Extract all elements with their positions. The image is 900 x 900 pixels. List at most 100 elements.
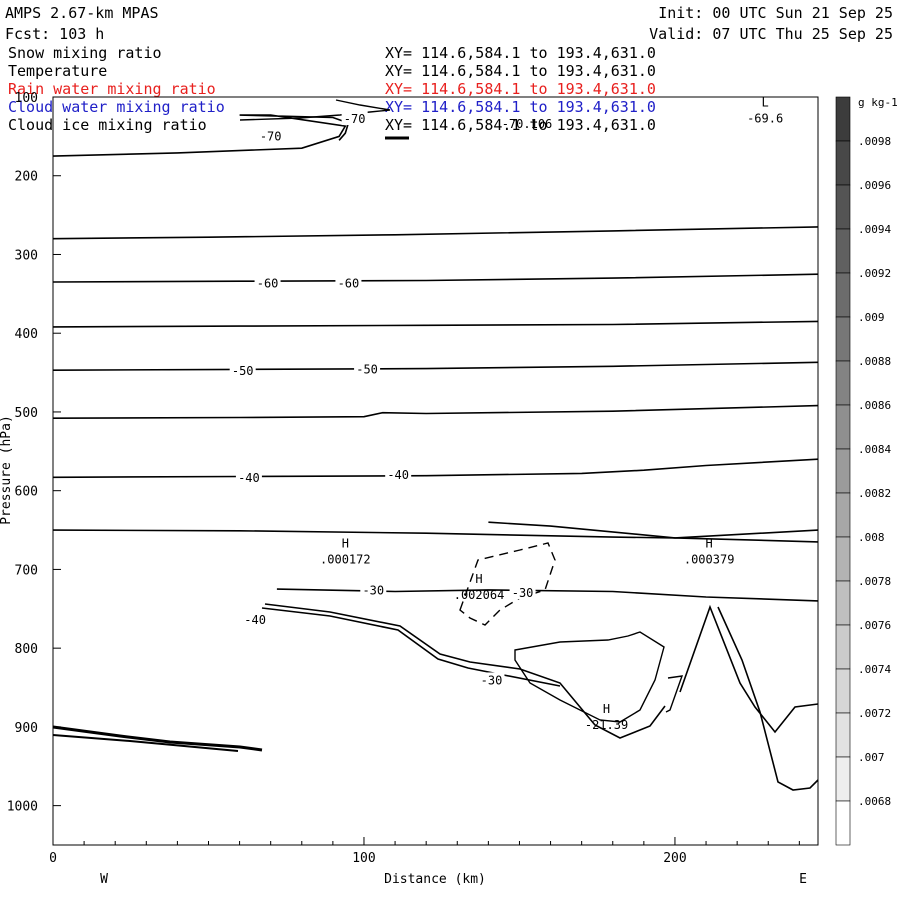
west-label: W bbox=[100, 872, 108, 887]
temperature-contour-35 bbox=[52, 529, 819, 539]
temperature-contour-60 bbox=[52, 273, 819, 283]
colorbar-swatch bbox=[835, 404, 851, 450]
extremum-marker: H bbox=[603, 702, 610, 716]
colorbar-tick-label: .0088 bbox=[858, 355, 891, 368]
ice-band-line bbox=[52, 734, 239, 752]
colorbar-tick-label: .008 bbox=[858, 531, 885, 544]
contour-label: -70 bbox=[344, 112, 366, 126]
field-legend: Snow mixing ratio XY= 114.6,584.1 to 193.… bbox=[8, 44, 656, 134]
mixing-ratio-features bbox=[52, 99, 819, 791]
valid-time: Valid: 07 UTC Thu 25 Sep 25 bbox=[649, 25, 893, 43]
y-tick-label: 200 bbox=[15, 170, 38, 185]
snow-contour-line bbox=[514, 631, 665, 723]
snow-contour-line bbox=[679, 604, 819, 734]
contour-label-bg bbox=[509, 585, 536, 600]
y-tick-label: 600 bbox=[15, 485, 38, 500]
model-title: AMPS 2.67-km MPAS bbox=[5, 4, 159, 22]
colorbar-tick-label: .0082 bbox=[858, 487, 891, 500]
colorbar-swatch bbox=[835, 712, 851, 758]
y-tick-label: 500 bbox=[15, 406, 38, 421]
temperature-contour-30 bbox=[276, 588, 819, 602]
extremum-value: .000379 bbox=[684, 553, 735, 567]
ice-band-line bbox=[52, 725, 263, 752]
field-name: Snow mixing ratio bbox=[8, 44, 162, 62]
x-tick-label: 200 bbox=[663, 851, 686, 866]
y-tick-label: 700 bbox=[15, 563, 38, 578]
colorbar-tick-label: .0072 bbox=[858, 707, 891, 720]
temperature-contour-70 bbox=[52, 114, 350, 157]
temperature-contours bbox=[52, 114, 819, 602]
contour-label-bg bbox=[385, 466, 412, 481]
contour-label: -30 bbox=[362, 584, 384, 598]
snow-contour-line bbox=[665, 675, 684, 713]
contour-label-bg bbox=[341, 111, 368, 126]
field-xy-range: XY= 114.6,584.1 to 193.4,631.0 bbox=[385, 44, 656, 62]
contour-label: -40 bbox=[238, 471, 260, 485]
colorbar-tick-label: .0076 bbox=[858, 619, 891, 632]
colorbar-tick-label: .0092 bbox=[858, 267, 891, 280]
colorbar-swatch bbox=[835, 624, 851, 670]
colorbar-tick-label: .0098 bbox=[858, 135, 891, 148]
y-tick-label: 400 bbox=[15, 327, 38, 342]
extremum-value: .000172 bbox=[320, 553, 371, 567]
x-axis-label: Distance (km) bbox=[384, 872, 486, 887]
temperature-contour-65 bbox=[52, 226, 819, 240]
contour-label-bg bbox=[360, 582, 387, 597]
init-time: Init: 00 UTC Sun 21 Sep 25 bbox=[658, 4, 893, 22]
colorbar-swatch bbox=[835, 228, 851, 274]
colorbar-tick-label: .0096 bbox=[858, 179, 891, 192]
colorbar-tick-label: .0084 bbox=[858, 443, 891, 456]
field-name: Cloud ice mixing ratio bbox=[8, 116, 207, 134]
colorbar-swatch bbox=[835, 800, 851, 846]
extremum-marker: L bbox=[762, 96, 769, 110]
contour-labels: -70 -70 -60 -60 -50 -50 -40 -40 -30 -30 -30 -40 H .00… bbox=[229, 96, 783, 732]
contour-label-bg bbox=[354, 361, 381, 376]
colorbar-swatch bbox=[835, 756, 851, 802]
cloud-water-dashed-contour bbox=[459, 542, 556, 626]
contour-label-bg bbox=[478, 672, 505, 687]
colorbar-tick-label: .0086 bbox=[858, 399, 891, 412]
colorbar-swatch bbox=[835, 272, 851, 318]
contour-label: -30 bbox=[512, 586, 534, 600]
extremum-marker: H bbox=[342, 537, 349, 551]
colorbar-swatch bbox=[835, 360, 851, 406]
contour-label: -30 bbox=[481, 673, 503, 687]
contour-label-bg bbox=[257, 128, 284, 143]
contour-label-bg bbox=[229, 363, 256, 378]
extremum-value: -69.6 bbox=[747, 112, 783, 126]
colorbar-swatch bbox=[835, 140, 851, 186]
contour-label: -50 bbox=[232, 364, 254, 378]
plot-frame bbox=[52, 96, 819, 846]
x-tick-label: 100 bbox=[352, 851, 375, 866]
contour-label: -50 bbox=[356, 362, 378, 376]
contour-label: -40 bbox=[244, 613, 266, 627]
y-tick-label: 1000 bbox=[7, 800, 38, 815]
field-name: Temperature bbox=[8, 62, 107, 80]
colorbar-swatch bbox=[835, 448, 851, 494]
field-xy-range: XY= 114.6,584.1 to 193.4,631.0 bbox=[385, 116, 656, 134]
temperature-contour-40 bbox=[52, 458, 819, 479]
ice-contour-line bbox=[239, 99, 391, 121]
colorbar-swatch bbox=[835, 316, 851, 362]
colorbar-tick-label: .009 bbox=[858, 311, 885, 324]
contour-label: -60 bbox=[257, 277, 279, 291]
colorbar-swatch bbox=[835, 580, 851, 626]
colorbar-tick-label: .007 bbox=[858, 751, 885, 764]
temperature-contour-25 bbox=[488, 521, 819, 543]
y-tick-label: 900 bbox=[15, 721, 38, 736]
contour-label-bg bbox=[335, 275, 362, 290]
y-tick-label: 800 bbox=[15, 642, 38, 657]
extremum-marker: H bbox=[475, 572, 482, 586]
snow-contour-line bbox=[717, 606, 819, 791]
temperature-contour-50 bbox=[52, 361, 819, 371]
y-tick-label: 100 bbox=[15, 91, 38, 106]
colorbar-tick-label: .0078 bbox=[858, 575, 891, 588]
field-xy-range: XY= 114.6,584.1 to 193.4,631.0 bbox=[385, 98, 656, 116]
temperature-contour-45 bbox=[52, 404, 819, 419]
overlapping-label: -70.106 bbox=[502, 117, 553, 131]
extremum-value: -21.39 bbox=[585, 718, 628, 732]
snow-contour-line bbox=[261, 607, 561, 687]
field-name: Cloud water mixing ratio bbox=[8, 98, 225, 116]
colorbar-swatch bbox=[835, 184, 851, 230]
